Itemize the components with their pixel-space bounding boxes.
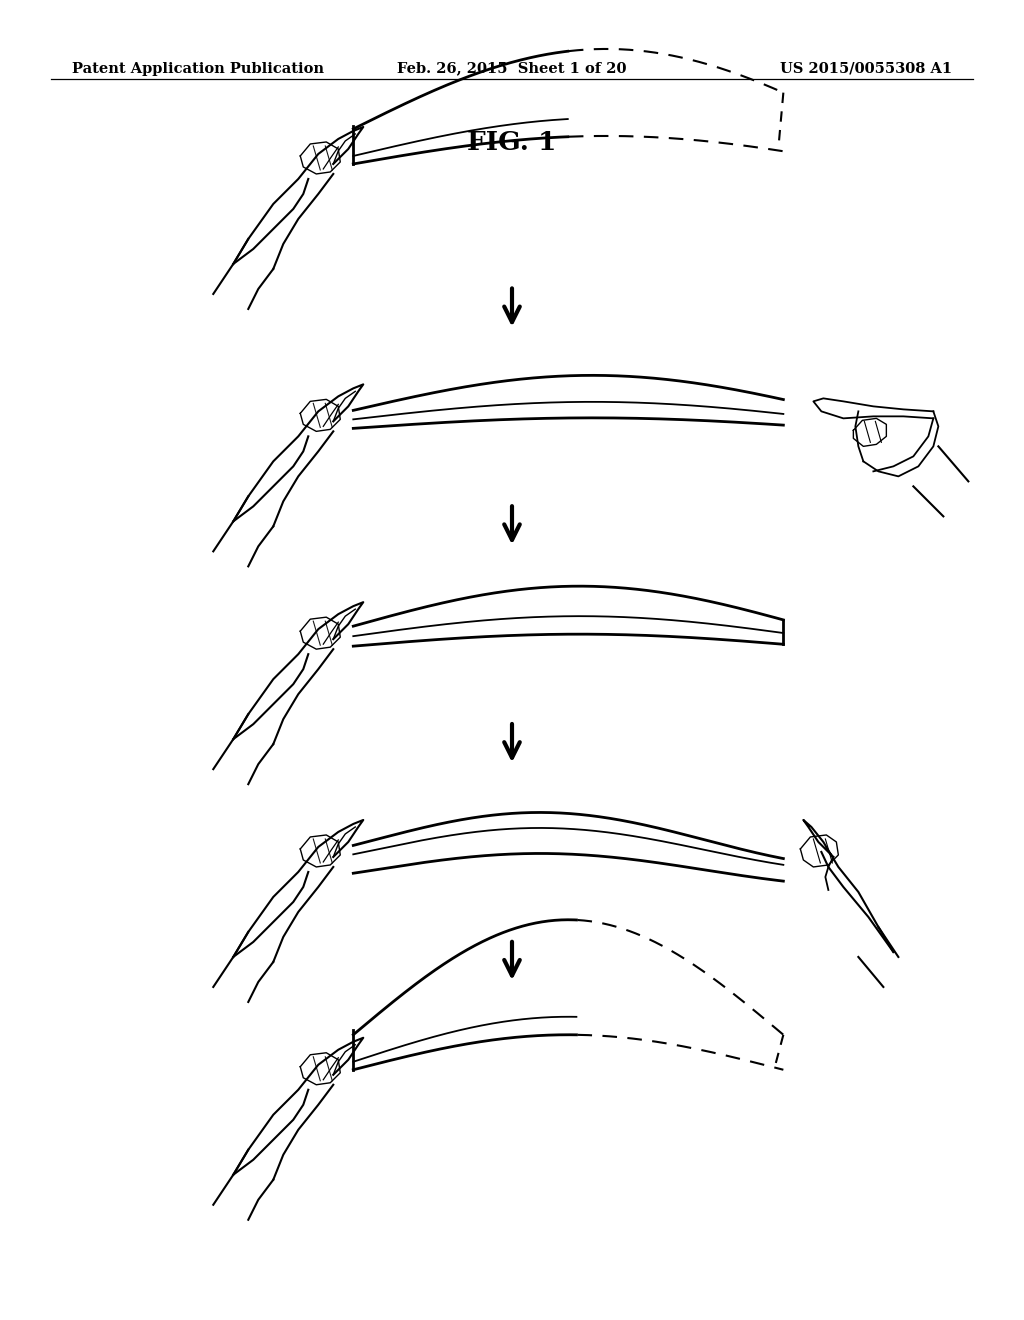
Text: US 2015/0055308 A1: US 2015/0055308 A1 xyxy=(780,62,952,75)
Text: Patent Application Publication: Patent Application Publication xyxy=(72,62,324,75)
Text: FIG. 1: FIG. 1 xyxy=(467,131,557,154)
Text: Feb. 26, 2015  Sheet 1 of 20: Feb. 26, 2015 Sheet 1 of 20 xyxy=(397,62,627,75)
